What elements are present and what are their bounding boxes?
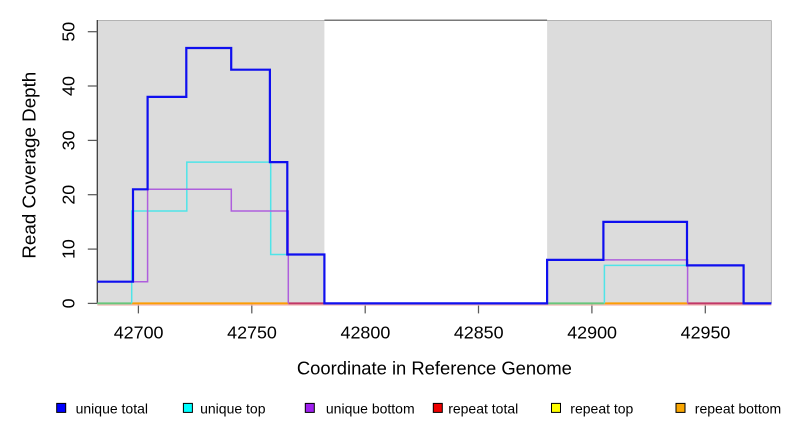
svg-text:repeat total: repeat total (448, 400, 518, 416)
svg-text:repeat top: repeat top (570, 400, 633, 416)
svg-text:Coordinate in Reference Genome: Coordinate in Reference Genome (297, 358, 572, 379)
svg-text:40: 40 (59, 76, 79, 96)
svg-text:42900: 42900 (567, 322, 617, 342)
svg-text:unique top: unique top (200, 400, 266, 416)
svg-text:20: 20 (59, 185, 79, 205)
svg-text:Read Coverage Depth: Read Coverage Depth (18, 72, 39, 259)
svg-text:10: 10 (59, 239, 79, 259)
svg-text:42950: 42950 (681, 322, 731, 342)
svg-text:unique bottom: unique bottom (326, 400, 415, 416)
svg-text:42750: 42750 (227, 322, 277, 342)
svg-text:0: 0 (59, 298, 79, 308)
svg-text:repeat bottom: repeat bottom (695, 400, 781, 416)
svg-text:30: 30 (59, 130, 79, 150)
svg-text:50: 50 (59, 22, 79, 42)
svg-text:42800: 42800 (341, 322, 391, 342)
svg-text:unique total: unique total (76, 400, 148, 416)
svg-text:42850: 42850 (454, 322, 504, 342)
svg-text:42700: 42700 (114, 322, 164, 342)
